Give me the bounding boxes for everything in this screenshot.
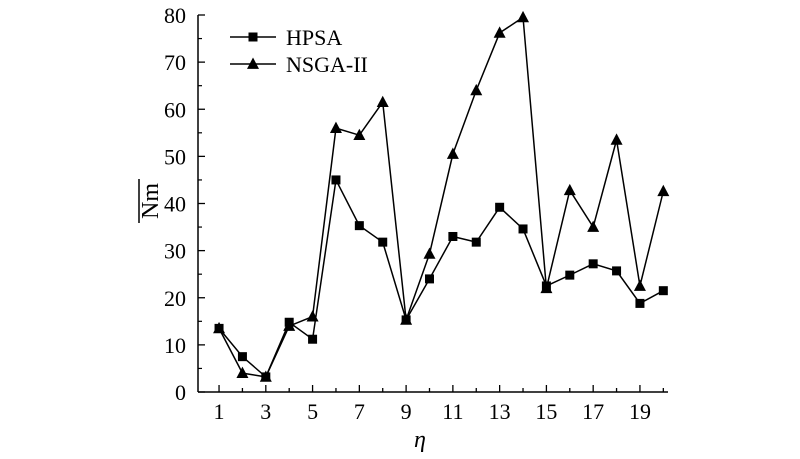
legend-marker-triangle: [247, 57, 259, 69]
series-line: [218, 16, 665, 378]
series-layer: [213, 10, 670, 382]
y-tick-label: 50: [164, 144, 186, 169]
x-tick-label: 19: [629, 399, 651, 424]
data-point-square: [354, 221, 364, 231]
y-tick-label: 70: [164, 50, 186, 75]
x-tick-label: 17: [582, 399, 604, 424]
data-point-square: [378, 237, 388, 247]
x-tick-label: 5: [307, 399, 318, 424]
data-point-square: [495, 202, 505, 212]
data-point-square: [471, 237, 481, 247]
data-point-square: [237, 352, 247, 362]
y-axis-title: Nm: [138, 183, 164, 219]
data-point-square: [518, 224, 528, 234]
y-tick-label: 20: [164, 286, 186, 311]
data-point-square: [635, 298, 645, 308]
legend-label: HPSA: [286, 25, 342, 50]
x-tick-label: 9: [401, 399, 412, 424]
data-point-triangle: [329, 121, 342, 133]
x-tick-label: 3: [260, 399, 271, 424]
data-point-triangle: [213, 321, 226, 334]
data-point-square: [448, 231, 458, 241]
data-point-triangle: [423, 247, 436, 259]
legend-marker-square: [248, 32, 258, 42]
data-point-triangle: [657, 184, 670, 197]
x-tick-label: 7: [354, 399, 365, 424]
data-point-square: [565, 270, 575, 280]
axes: [197, 15, 668, 393]
data-point-triangle: [563, 183, 576, 196]
legend-label: NSGA-II: [286, 52, 368, 77]
series-line: [218, 177, 664, 379]
y-tick-label: 40: [164, 192, 186, 217]
x-tick-label: 11: [442, 399, 463, 424]
data-point-square: [588, 259, 598, 269]
y-axis-title-group: Nm: [138, 179, 164, 223]
data-point-triangle: [376, 95, 389, 108]
series-nsga-ii: [213, 10, 670, 382]
data-point-triangle: [306, 310, 319, 322]
data-point-square: [424, 274, 434, 284]
data-point-square: [612, 266, 622, 276]
data-point-triangle: [353, 128, 366, 141]
data-point-square: [308, 334, 318, 344]
data-point-triangle: [283, 319, 296, 331]
x-axis-title: η: [414, 427, 426, 453]
data-point-square: [658, 286, 668, 296]
y-tick-label: 10: [164, 333, 186, 358]
data-point-triangle: [446, 147, 459, 159]
y-tick-label: 80: [164, 3, 186, 28]
data-point-square: [331, 175, 341, 185]
y-tick-label: 60: [164, 97, 186, 122]
data-point-triangle: [259, 370, 272, 382]
data-point-triangle: [633, 279, 646, 291]
data-point-triangle: [540, 281, 553, 294]
data-point-triangle: [236, 366, 249, 379]
data-point-triangle: [610, 133, 623, 145]
y-tick-label: 0: [175, 380, 186, 405]
data-point-triangle: [517, 10, 530, 23]
x-tick-label: 1: [214, 399, 225, 424]
data-point-triangle: [587, 220, 600, 232]
data-point-triangle: [400, 313, 413, 325]
data-point-triangle: [470, 83, 483, 96]
x-tick-label: 13: [489, 399, 511, 424]
y-tick-label: 30: [164, 239, 186, 264]
x-tick-label: 15: [535, 399, 557, 424]
data-point-triangle: [493, 26, 506, 38]
